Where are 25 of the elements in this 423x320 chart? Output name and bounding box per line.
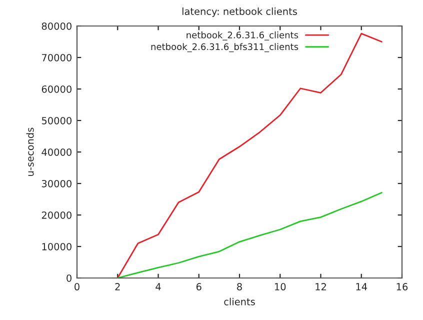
x-tick-label: 4 bbox=[156, 283, 161, 290]
x-axis-title: clients bbox=[224, 298, 255, 306]
y-tick-label: 70000 bbox=[42, 54, 72, 62]
y-tick-label: 20000 bbox=[42, 211, 72, 219]
y-tick-label: 10000 bbox=[42, 242, 72, 250]
y-tick-label: 60000 bbox=[42, 85, 72, 93]
x-tick-label: 10 bbox=[275, 283, 286, 290]
y-tick-label: 0 bbox=[66, 274, 72, 282]
x-tick-label: 12 bbox=[316, 283, 326, 290]
y-tick-label: 40000 bbox=[42, 148, 72, 156]
x-tick-label: 14 bbox=[356, 283, 368, 290]
y-tick-label: 80000 bbox=[42, 22, 72, 30]
x-tick-label: 0 bbox=[74, 283, 80, 290]
legend-label: netbook_2.6.31.6_bfs311_clients bbox=[151, 43, 298, 52]
y-tick-label: 30000 bbox=[42, 180, 72, 188]
line-series bbox=[116, 32, 382, 278]
chart-title: latency: netbook clients bbox=[182, 8, 297, 17]
y-tick-label: 50000 bbox=[42, 116, 72, 124]
x-tick-label: 16 bbox=[396, 283, 408, 290]
x-tick-label: 2 bbox=[115, 283, 120, 290]
line-series bbox=[116, 192, 382, 278]
x-tick-label: 6 bbox=[196, 283, 202, 290]
x-tick-label: 8 bbox=[237, 283, 242, 290]
legend-label: netbook_2.6.31.6_clients bbox=[186, 31, 298, 40]
y-axis-title: u-seconds bbox=[26, 128, 34, 176]
